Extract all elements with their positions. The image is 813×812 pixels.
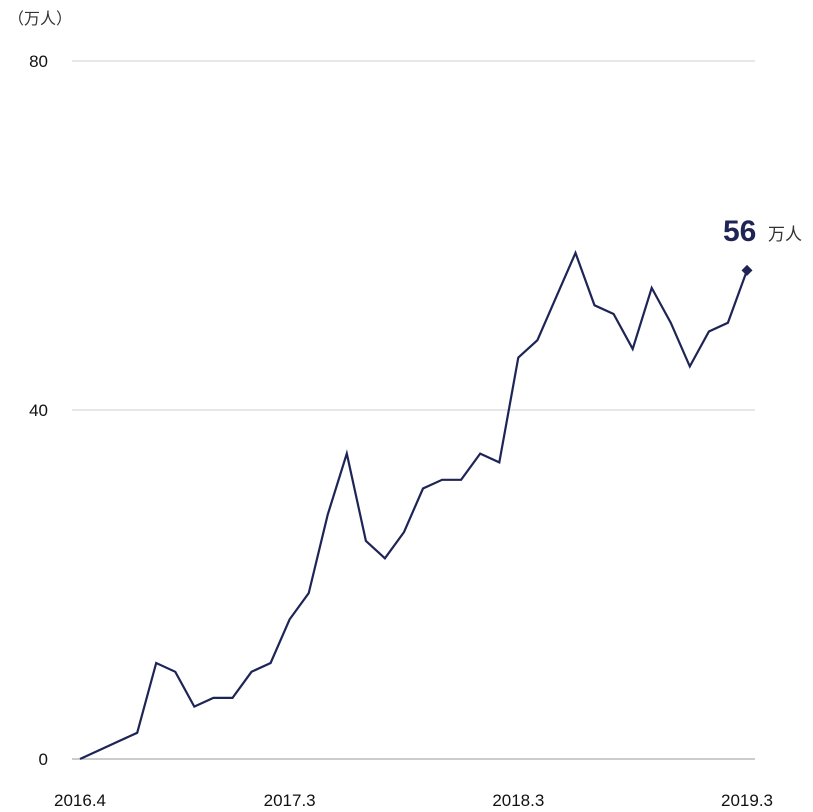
series-layer [79,249,749,761]
x-tick-label: 2016.4 [54,791,106,810]
series-line [79,249,749,761]
end-point-marker [741,264,753,276]
y-tick-label: 80 [29,52,48,71]
end-value-label: 56 [723,215,756,248]
gridlines [72,60,755,760]
y-tick-label: 40 [29,401,48,420]
end-value-unit: 万人 [768,225,802,244]
y-axis-unit-label: （万人） [8,10,72,28]
y-tick-label: 0 [39,750,48,769]
end-annotation: 56 万人 [723,215,802,276]
x-axis-ticks: 2016.4 2017.3 2018.3 2019.3 [54,791,773,810]
y-axis-ticks: 0 40 80 [29,52,48,769]
x-tick-label: 2019.3 [721,791,773,810]
x-tick-label: 2017.3 [264,791,316,810]
x-tick-label: 2018.3 [492,791,544,810]
